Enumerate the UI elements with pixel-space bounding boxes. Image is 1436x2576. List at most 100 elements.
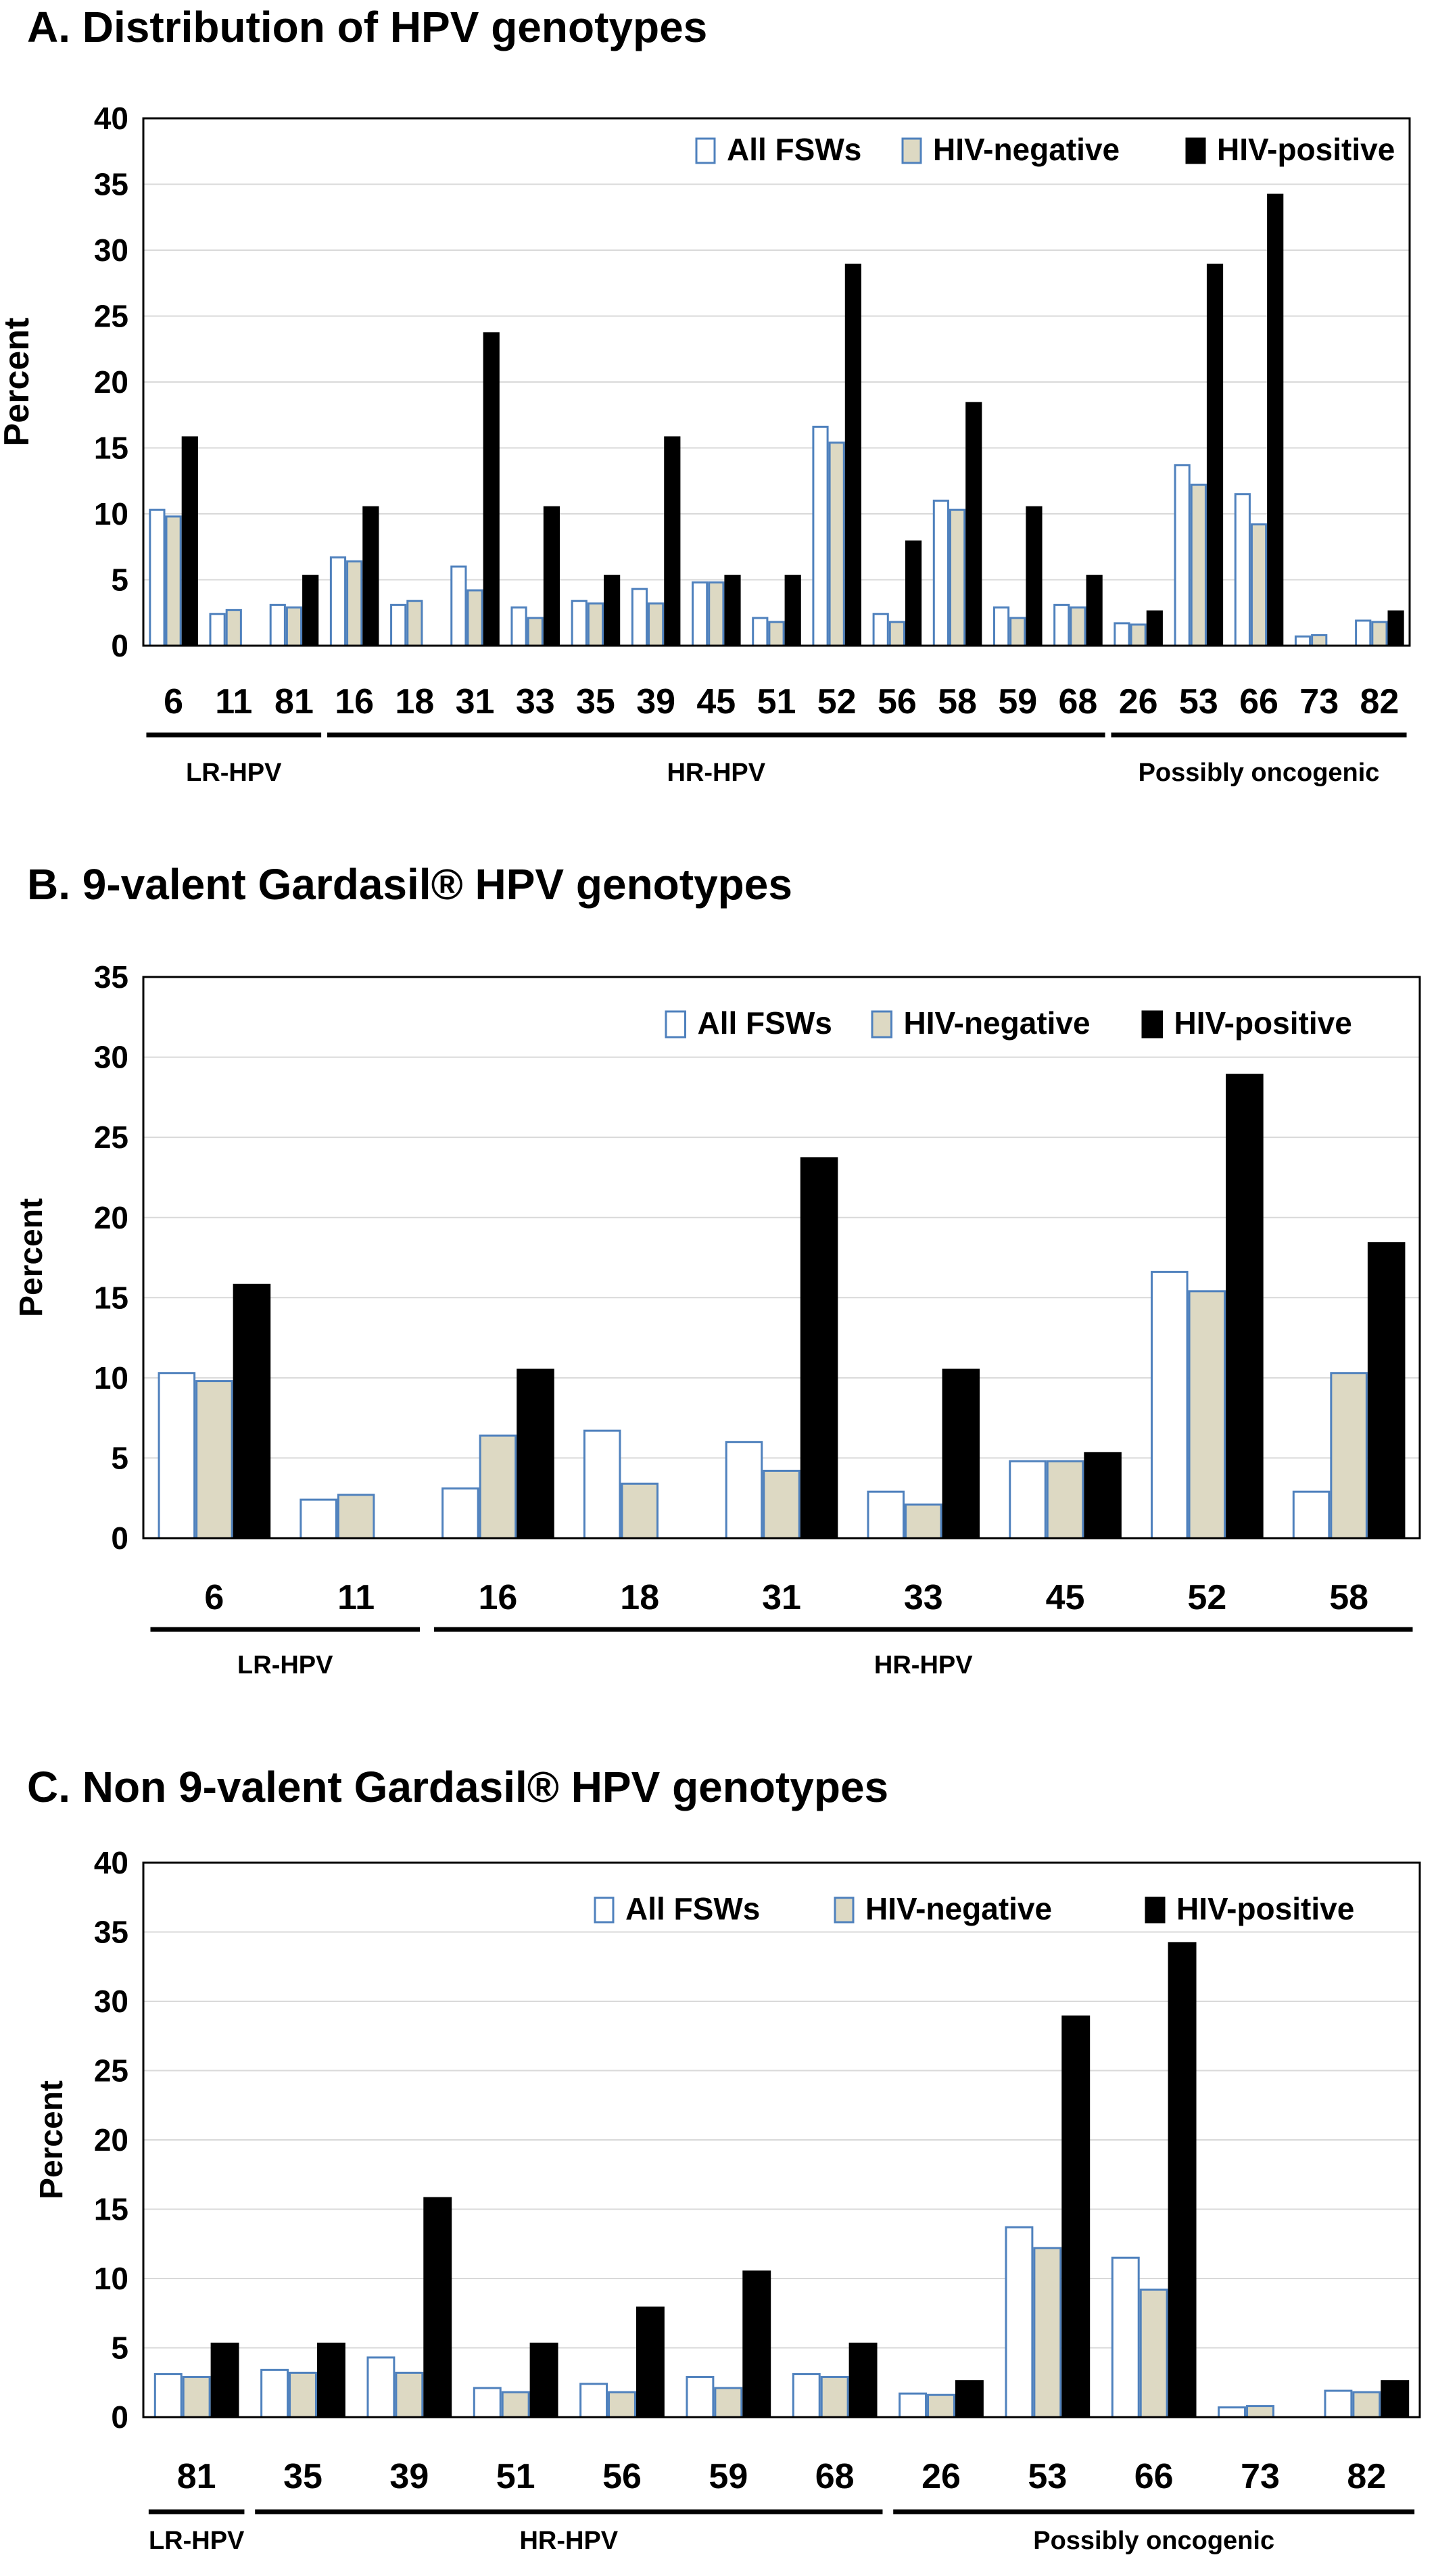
chart-c-bar-hiv-negative — [289, 2371, 317, 2418]
chart-a-bar-all-fsws — [1053, 604, 1070, 647]
chart-a-bar-hiv-positive — [604, 575, 621, 647]
chart-a-group-label: Possibly oncogenic — [1139, 759, 1380, 787]
chart-c-y-tick-label: 35 — [94, 1915, 128, 1950]
chart-a-bar-hiv-negative — [165, 515, 182, 647]
chart-b-legend-swatch-all-fsws — [665, 1010, 686, 1039]
chart-c-legend-swatch-hiv-negative — [834, 1897, 855, 1924]
chart-b-y-tick-label: 15 — [94, 1280, 128, 1315]
chart-a-bar-hiv-positive — [1387, 610, 1404, 647]
chart-a-bar-all-fsws — [1294, 635, 1312, 647]
chart-c-bar-hiv-positive — [742, 2270, 771, 2418]
chart-b-category-label: 52 — [1187, 1578, 1226, 1617]
chart-a-bar-hiv-negative — [1311, 634, 1328, 647]
chart-b-title: B. 9-valent Gardasil® HPV genotypes — [27, 860, 792, 909]
chart-a-bar-hiv-positive — [844, 263, 861, 647]
chart-a-bar-all-fsws — [692, 581, 709, 647]
chart-b-bar-all-fsws — [725, 1441, 763, 1540]
chart-a-title: A. Distribution of HPV genotypes — [27, 3, 707, 51]
chart-c-bar-hiv-negative — [927, 2393, 955, 2418]
chart-a-bar-hiv-negative — [1250, 523, 1268, 647]
chart-a-category-label: 56 — [878, 682, 917, 721]
chart-a-legend-label-hiv-negative: HIV-negative — [933, 132, 1120, 167]
chart-a-bar-all-fsws — [631, 588, 648, 647]
chart-b-group-label: LR-HPV — [237, 1651, 333, 1679]
chart-a-group-label: LR-HPV — [186, 759, 282, 787]
chart-a-y-tick-label: 25 — [94, 299, 128, 334]
chart-a-bar-all-fsws — [269, 604, 286, 647]
chart-c-bar-all-fsws — [899, 2392, 928, 2418]
chart-a-bar-all-fsws — [329, 556, 347, 647]
chart-a-category-label: 51 — [757, 682, 796, 721]
chart-c-group-label: Possibly oncogenic — [1033, 2527, 1274, 2555]
chart-c-bar-all-fsws — [473, 2387, 502, 2418]
chart-c-bar-hiv-positive — [955, 2380, 984, 2418]
chart-a-category-label: 18 — [395, 682, 434, 721]
chart-a-y-tick-label: 35 — [94, 167, 128, 202]
chart-b-y-axis-label: Percent — [14, 1198, 49, 1317]
chart-b-category-label: 33 — [904, 1578, 943, 1617]
chart-a-category-label: 39 — [636, 682, 675, 721]
chart-a-bar-all-fsws — [1355, 619, 1372, 647]
chart-c-category-label: 68 — [815, 2457, 855, 2496]
chart-b-category-label: 6 — [204, 1578, 224, 1617]
chart-b-bar-all-fsws — [583, 1429, 621, 1540]
chart-b-category-label: 58 — [1329, 1578, 1368, 1617]
chart-c-category-label: 56 — [602, 2457, 642, 2496]
chart-b-y-tick-label: 5 — [111, 1441, 128, 1476]
chart-b-bar-hiv-negative — [1330, 1372, 1368, 1540]
chart-a-bar-hiv-negative — [888, 621, 905, 647]
chart-c-bar-hiv-positive — [848, 2342, 878, 2418]
chart-a-y-tick-label: 15 — [94, 431, 128, 466]
chart-a-y-tick-label: 10 — [94, 496, 128, 531]
chart-a-legend-label-all-fsws: All FSWs — [727, 132, 861, 167]
chart-c-bar-hiv-negative — [608, 2391, 636, 2418]
chart-c-bar-hiv-negative — [182, 2376, 211, 2418]
chart-c-category-label: 82 — [1347, 2457, 1386, 2496]
chart-c-bar-hiv-negative — [1139, 2288, 1168, 2418]
chart-b-bar-hiv-negative — [621, 1482, 659, 1540]
chart-b-group-label: HR-HPV — [874, 1651, 973, 1679]
chart-b-category-label: 45 — [1046, 1578, 1085, 1617]
chart-c-bar-all-fsws — [792, 2372, 821, 2418]
chart-a-y-axis-label: Percent — [0, 318, 37, 447]
chart-a-bar-hiv-negative — [1130, 623, 1147, 647]
chart-a-bar-hiv-negative — [648, 602, 665, 647]
chart-a-category-label: 66 — [1239, 682, 1278, 721]
chart-a-category-label: 81 — [274, 682, 314, 721]
chart-b-bar-all-fsws — [867, 1490, 905, 1540]
chart-c-legend-swatch-all-fsws — [594, 1897, 615, 1924]
chart-a-category-label: 35 — [576, 682, 615, 721]
chart-c-bar-hiv-positive — [1168, 1942, 1197, 2418]
chart-c-bar-hiv-negative — [395, 2371, 424, 2418]
chart-c-y-axis-label: Percent — [34, 2080, 70, 2199]
chart-a-legend-label-hiv-positive: HIV-positive — [1217, 132, 1395, 167]
chart-a-bar-hiv-negative — [587, 602, 604, 647]
chart-a-category-label: 58 — [938, 682, 977, 721]
chart-b-plot-frame — [142, 976, 1421, 1540]
chart-a-bar-hiv-negative — [1371, 621, 1388, 647]
chart-a-bar-hiv-positive — [724, 575, 741, 647]
chart-c-group-label: LR-HPV — [149, 2527, 245, 2555]
chart-c-y-tick-label: 25 — [94, 2053, 128, 2089]
chart-b-y-tick-label: 35 — [94, 959, 128, 995]
chart-b-bar-hiv-negative — [479, 1434, 517, 1540]
chart-b-bar-all-fsws — [1009, 1460, 1047, 1540]
chart-c-y-tick-label: 20 — [94, 2122, 128, 2157]
chart-a-bar-hiv-positive — [965, 402, 982, 647]
chart-b-legend-swatch-hiv-positive — [1141, 1010, 1163, 1039]
chart-a-category-label: 59 — [998, 682, 1037, 721]
chart-b-bar-hiv-positive — [942, 1368, 980, 1540]
chart-a-bar-hiv-positive — [784, 575, 801, 647]
chart-c-plot-frame — [142, 1861, 1421, 2418]
chart-a-bar-hiv-positive — [543, 506, 560, 647]
chart-b-y-tick-label: 20 — [94, 1200, 128, 1235]
chart-b-bar-hiv-positive — [517, 1368, 554, 1540]
chart-c-legend-label-hiv-negative: HIV-negative — [865, 1891, 1052, 1926]
chart-c-bar-all-fsws — [1111, 2256, 1140, 2418]
chart-a-category-label: 53 — [1179, 682, 1218, 721]
chart-b-legend-swatch-hiv-negative — [871, 1010, 892, 1039]
chart-a-y-tick-label: 30 — [94, 233, 128, 268]
chart-b-bar-hiv-positive — [233, 1283, 271, 1540]
chart-c-category-label: 51 — [496, 2457, 535, 2496]
